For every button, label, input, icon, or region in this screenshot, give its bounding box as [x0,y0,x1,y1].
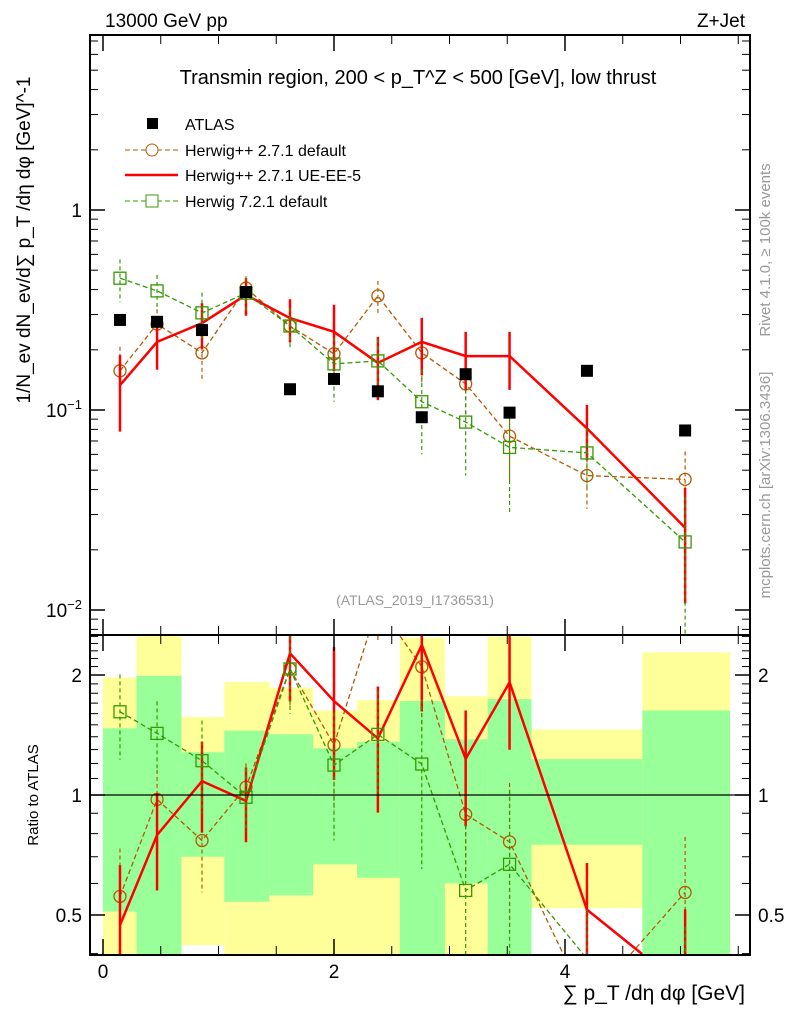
square-marker [283,662,297,676]
rivet-label: Rivet 4.1.0, ≥ 100k events [757,163,774,336]
atlas-data-point [415,411,428,424]
square-marker [113,705,127,719]
x-tick-label: 0 [98,962,109,983]
square-marker [415,395,429,409]
ratio-tick-label-right: 1 [758,786,769,807]
circle-marker [580,468,594,483]
legend-label-atlas: ATLAS [185,117,235,134]
square-marker [283,319,297,333]
watermark: (ATLAS_2019_I1736531) [336,592,494,608]
atlas-data-point [371,385,384,398]
circle-marker [371,289,385,303]
ratio-tick-label-right: 0.5 [758,906,784,927]
square-marker [502,857,517,871]
mcplots-label: mcplots.cern.ch [arXiv:1306.3436] [757,372,774,599]
square-marker [371,727,385,742]
stat-uncertainty-band [269,734,314,896]
atlas-data-point [283,383,296,396]
ratio-axis-label: Ratio to ATLAS [25,744,42,845]
header-left: 13000 GeV pp [105,11,228,32]
square-marker [150,726,164,741]
atlas-data-point [679,424,692,437]
atlas-data-point [151,315,164,328]
atlas-data-point [195,324,208,337]
legend-marker-square [145,194,159,208]
ratio-tick-label: 1 [71,786,82,807]
series-line-0 [119,287,686,481]
x-axis-label: ∑ p_T /dη dφ [GeV] [563,982,745,1005]
atlas-data-point [328,372,340,385]
square-marker [239,790,253,804]
series-line-0 [399,635,564,955]
ratio-tick-label-right: 2 [758,666,769,687]
circle-marker [678,472,692,487]
y-tick-label: 1 [71,201,82,222]
circle-marker [195,833,209,848]
atlas-data-point [113,313,126,326]
atlas-data-point [239,286,252,299]
circle-marker [502,429,517,443]
legend-label-herwigpp-default: Herwig++ 2.7.1 default [185,143,347,160]
series-line-0 [630,891,686,955]
series-line-1 [119,293,686,529]
square-marker [678,535,692,549]
square-marker [459,883,473,898]
legend-label-herwig7: Herwig 7.2.1 default [185,194,328,211]
stat-uncertainty-band [531,759,643,845]
square-marker [580,446,594,460]
square-marker [327,357,341,371]
square-marker [113,271,127,285]
x-tick-label: 4 [560,962,571,983]
legend: ATLAS Herwig++ 2.7.1 default Herwig++ 2.… [125,117,361,211]
y-tick-label: 10−2 [46,597,82,622]
y-axis-label: 1/N_ev dN_ev/d∑ p_T /dη dφ [GeV]^-1 [14,77,35,404]
square-marker [371,354,385,368]
square-marker [459,415,473,429]
series-line-2 [119,277,686,543]
square-marker [150,284,164,298]
chart-title: Transmin region, 200 < p_T^Z < 500 [GeV]… [180,67,657,89]
legend-marker-circle [145,143,159,157]
ratio-tick-label: 0.5 [56,906,82,927]
atlas-data-point [459,368,472,381]
y-tick-label: 10−1 [46,397,82,422]
legend-label-ue-ee-5: Herwig++ 2.7.1 UE-EE-5 [185,168,361,185]
header-right: Z+Jet [697,11,746,32]
series-line-1 [118,641,643,955]
square-marker [502,440,517,455]
legend-marker-atlas [147,118,158,129]
atlas-data-point [503,406,516,419]
circle-marker [678,885,692,900]
square-marker [327,758,341,772]
square-marker [195,306,209,320]
x-tick-label: 2 [329,962,340,983]
atlas-data-point [580,364,593,377]
ratio-tick-label: 2 [71,666,82,687]
square-marker [415,757,429,771]
square-marker [195,754,209,768]
